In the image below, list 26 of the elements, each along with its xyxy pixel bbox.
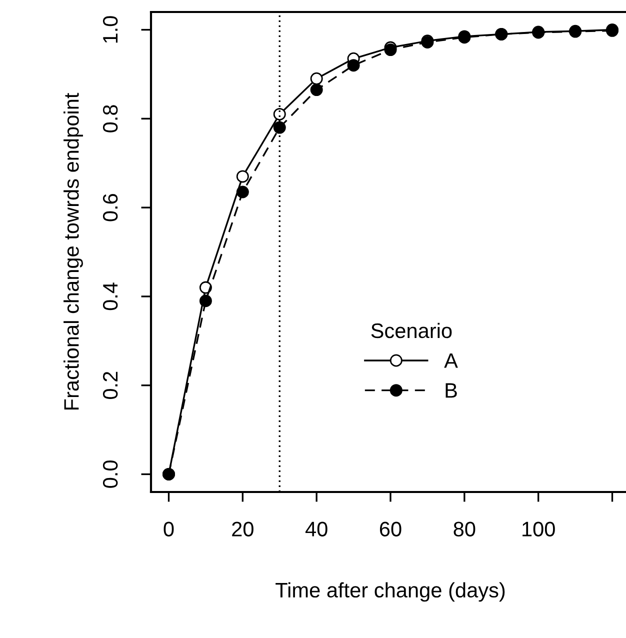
x-tick-label: 20 — [232, 522, 254, 536]
y-axis-title: Fractional change towrds endpoint — [64, 92, 83, 410]
y-tick-label: 0.4 — [102, 282, 118, 310]
x-tick-label: 0 — [164, 522, 174, 536]
point — [199, 294, 212, 308]
x-tick-label: 100 — [522, 522, 555, 536]
legend-label: B — [446, 383, 457, 398]
x-tick-label: 80 — [454, 522, 476, 536]
legend-title: Scenario — [371, 322, 452, 338]
x-axis-title: Time after change (days) — [276, 582, 505, 602]
point — [236, 170, 249, 183]
legend-label: A — [444, 353, 458, 368]
y-tick-label: 0.0 — [102, 460, 118, 488]
y-tick-label: 0.8 — [102, 105, 118, 132]
point — [384, 44, 397, 56]
point — [273, 121, 286, 134]
x-tick-label: 60 — [380, 522, 402, 536]
y-tick-label: 1.0 — [102, 16, 118, 43]
y-tick-label: 0.6 — [102, 194, 118, 222]
point — [310, 84, 323, 96]
point — [236, 186, 249, 198]
y-tick-label: 0.2 — [102, 372, 118, 399]
point — [347, 59, 360, 72]
x-tick-label: 40 — [305, 522, 328, 536]
point — [310, 72, 323, 85]
point — [273, 108, 286, 120]
